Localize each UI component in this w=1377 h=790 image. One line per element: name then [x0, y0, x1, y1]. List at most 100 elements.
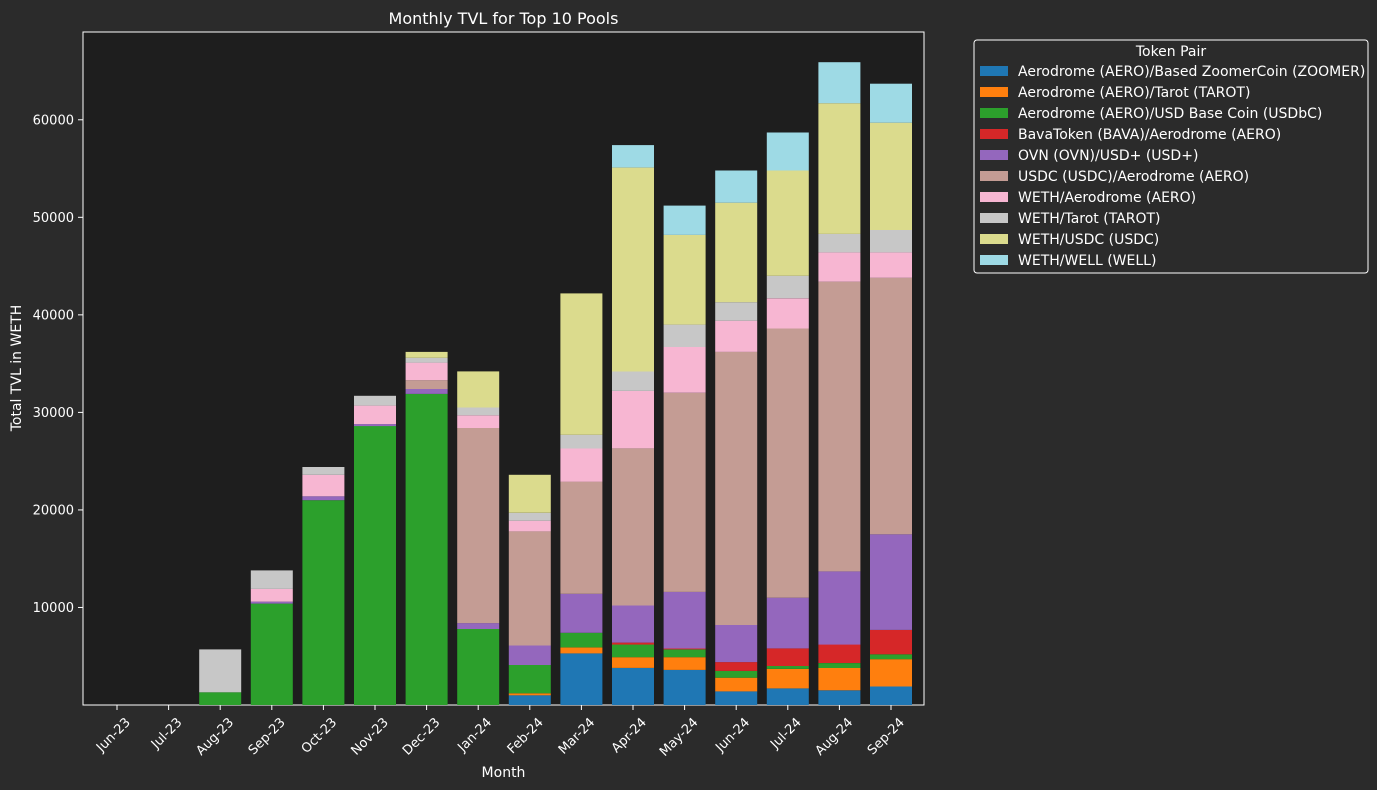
bar-segment-Dec-23-s7 — [405, 357, 448, 363]
bar-segment-Apr-24-s3 — [612, 642, 654, 645]
bar-segment-Apr-24-s7 — [612, 371, 654, 391]
bar-segment-Jun-24-s0 — [715, 691, 758, 705]
bar-segment-Jul-24-s5 — [766, 328, 809, 598]
bar-segment-Aug-24-s2 — [818, 663, 861, 668]
bar-segment-May-24-s1 — [663, 657, 706, 670]
bar-segment-Dec-23-s5 — [405, 380, 448, 389]
bar-segment-Feb-24-s0 — [508, 695, 551, 705]
bar-segment-Sep-24-s9 — [870, 83, 912, 123]
bar-segment-Sep-23-s6 — [250, 588, 293, 602]
bar-segment-Aug-24-s1 — [818, 667, 861, 691]
legend-swatch — [980, 129, 1008, 139]
bar-segment-Apr-24-s5 — [612, 448, 654, 606]
legend[interactable]: Token Pair Aerodrome (AERO)/Based Zoomer… — [973, 39, 1369, 274]
y-tick-label: 50000 — [33, 211, 74, 226]
bar-segment-Sep-24-s5 — [870, 277, 912, 535]
bar-segment-Jun-24-s2 — [715, 670, 758, 678]
bar-segment-Nov-23-s7 — [354, 395, 396, 406]
bar-segment-Jul-24-s6 — [766, 298, 809, 329]
legend-label: Aerodrome (AERO)/Based ZoomerCoin (ZOOME… — [1018, 64, 1365, 80]
bar-segment-May-24-s3 — [663, 648, 706, 650]
bar-segment-Aug-24-s4 — [818, 571, 861, 645]
bar-segment-Nov-23-s4 — [354, 424, 396, 427]
bar-segment-Dec-23-s2 — [405, 393, 448, 705]
bar-segment-Sep-24-s7 — [870, 230, 912, 253]
bar-segment-Jun-24-s4 — [715, 625, 758, 663]
bar-segment-Oct-23-s2 — [302, 500, 345, 705]
bar-segment-Jan-24-s5 — [457, 428, 500, 624]
bar-segment-Sep-24-s3 — [870, 629, 912, 655]
bar-segment-Jul-24-s8 — [766, 170, 809, 276]
bar-segment-Mar-24-s1 — [560, 647, 603, 654]
bar-segment-Sep-24-s8 — [870, 122, 912, 230]
bar-segment-Apr-24-s8 — [612, 167, 654, 372]
bar-segment-Mar-24-s7 — [560, 434, 603, 449]
bar-segment-Jul-24-s4 — [766, 597, 809, 649]
bar-segment-Feb-24-s5 — [508, 531, 551, 646]
bar-segment-Aug-24-s9 — [818, 62, 861, 104]
legend-swatch — [980, 171, 1008, 181]
bar-segment-Feb-24-s2 — [508, 665, 551, 694]
bar-segment-Jan-24-s6 — [457, 415, 500, 428]
bar-segment-Sep-23-s7 — [250, 570, 293, 589]
bar-segment-Aug-24-s7 — [818, 233, 861, 253]
legend-swatch — [980, 234, 1008, 244]
legend-swatch — [980, 213, 1008, 223]
bar-segment-Jun-24-s6 — [715, 320, 758, 352]
bar-segment-Jul-24-s7 — [766, 275, 809, 299]
y-tick-label: 20000 — [33, 503, 74, 518]
bar-segment-Dec-23-s6 — [405, 362, 448, 381]
legend-swatch — [980, 150, 1008, 160]
bar-segment-Mar-24-s2 — [560, 632, 603, 648]
bar-segment-May-24-s8 — [663, 234, 706, 325]
bar-segment-Jul-24-s2 — [766, 666, 809, 669]
legend-swatch — [980, 66, 1008, 76]
legend-label: OVN (OVN)/USD+ (USD+) — [1018, 148, 1198, 164]
bar-segment-Mar-24-s5 — [560, 481, 603, 594]
bar-segment-Jul-24-s0 — [766, 688, 809, 705]
chart-title: Monthly TVL for Top 10 Pools — [389, 9, 619, 28]
legend-label: Aerodrome (AERO)/Tarot (TAROT) — [1018, 85, 1250, 101]
legend-swatch — [980, 192, 1008, 202]
bar-segment-Sep-24-s1 — [870, 659, 912, 687]
legend-label: WETH/Aerodrome (AERO) — [1018, 190, 1196, 206]
bar-segment-Aug-24-s6 — [818, 252, 861, 282]
y-axis: 10000 20000 30000 40000 50000 60000 — [33, 113, 83, 616]
bar-segment-Mar-24-s4 — [560, 593, 603, 633]
bar-segment-Dec-23-s4 — [405, 389, 448, 394]
legend-label: WETH/USDC (USDC) — [1018, 232, 1159, 248]
y-tick-label: 30000 — [33, 406, 74, 421]
bar-segment-Apr-24-s9 — [612, 145, 654, 168]
bar-segment-Jan-24-s7 — [457, 407, 500, 416]
legend-swatch — [980, 87, 1008, 97]
bar-segment-Sep-24-s2 — [870, 654, 912, 660]
bar-segment-Sep-23-s4 — [250, 601, 293, 604]
bar-segment-Feb-24-s6 — [508, 520, 551, 532]
bar-segment-Aug-24-s3 — [818, 644, 861, 663]
bar-segment-Nov-23-s6 — [354, 405, 396, 425]
legend-label: WETH/WELL (WELL) — [1018, 253, 1156, 269]
bar-segment-May-24-s9 — [663, 205, 706, 235]
bar-segment-Feb-24-s7 — [508, 512, 551, 521]
bar-segment-Aug-24-s0 — [818, 690, 861, 705]
bar-segment-May-24-s2 — [663, 649, 706, 658]
bar-segment-Oct-23-s6 — [302, 474, 345, 497]
bar-segment-Jan-24-s2 — [457, 628, 500, 705]
legend-label: USDC (USDC)/Aerodrome (AERO) — [1018, 169, 1249, 185]
y-tick-label: 40000 — [33, 308, 74, 323]
bar-segment-Jun-24-s3 — [715, 662, 758, 671]
legend-swatch — [980, 108, 1008, 118]
bar-segment-Oct-23-s4 — [302, 496, 345, 501]
bar-segment-Jun-24-s1 — [715, 677, 758, 692]
bar-segment-Apr-24-s0 — [612, 667, 654, 705]
bar-segment-Mar-24-s8 — [560, 293, 603, 435]
bar-segment-Aug-24-s8 — [818, 103, 861, 234]
bar-segment-Apr-24-s4 — [612, 605, 654, 643]
bar-segment-Feb-24-s1 — [508, 693, 551, 696]
legend-title: Token Pair — [1135, 44, 1207, 60]
bar-segment-Jun-24-s7 — [715, 302, 758, 321]
bar-segment-Aug-23-s7 — [199, 649, 242, 693]
legend-label: WETH/Tarot (TAROT) — [1018, 211, 1161, 227]
y-axis-label: Total TVL in WETH — [9, 305, 25, 433]
